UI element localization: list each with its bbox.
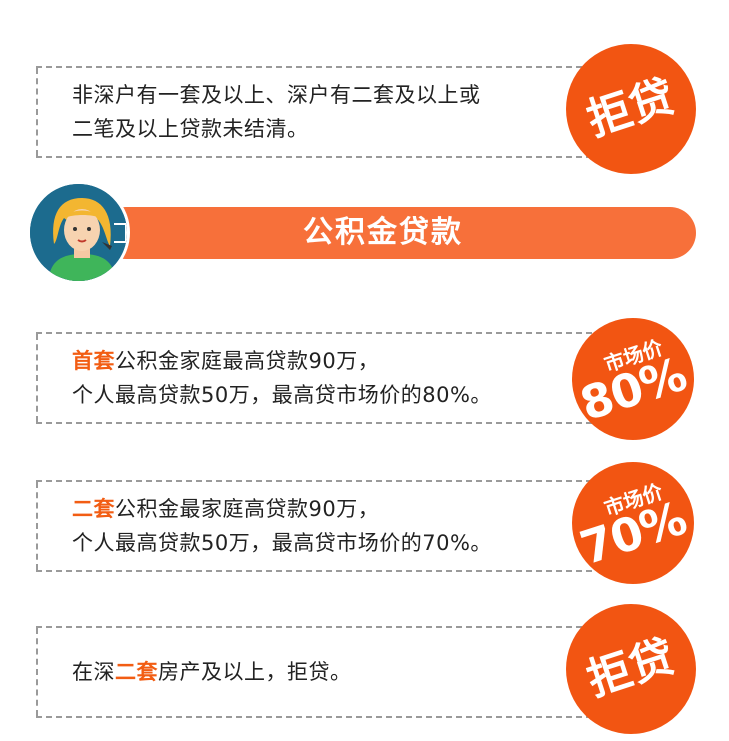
highlight-text: 二套 <box>72 497 115 521</box>
panel-text: 二套公积金最家庭高贷款90万， 个人最高贷款50万，最高贷市场价的70%。 <box>72 492 552 560</box>
panel-line: 个人最高贷款50万，最高贷市场价的80%。 <box>72 383 492 407</box>
reject-badge: 拒贷 <box>566 604 696 734</box>
info-panel-first-home: 首套公积金家庭最高贷款90万， 个人最高贷款50万，最高贷市场价的80%。 <box>36 332 592 424</box>
panel-line-prefix: 在深 <box>72 660 115 684</box>
panel-text: 非深户有一套及以上、深户有二套及以上或 二笔及以上贷款未结清。 <box>72 78 552 146</box>
info-panel-rejection-2: 在深二套房产及以上，拒贷。 <box>36 626 592 718</box>
info-panel-second-home: 二套公积金最家庭高贷款90万， 个人最高贷款50万，最高贷市场价的70%。 <box>36 480 592 572</box>
panel-line: 在深二套房产及以上，拒贷。 <box>72 655 552 689</box>
market-price-badge-70: 市场价 70% <box>572 462 694 584</box>
panel-line: 首套公积金家庭最高贷款90万， <box>72 344 552 378</box>
section-banner: 公积金贷款 <box>100 207 696 259</box>
panel-line-suffix: 房产及以上，拒贷。 <box>158 660 352 684</box>
panel-line: 二笔及以上贷款未结清。 <box>72 117 309 141</box>
market-price-badge-80: 市场价 80% <box>572 318 694 440</box>
panel-line: 个人最高贷款50万，最高贷市场价的70%。 <box>72 531 492 555</box>
panel-text: 在深二套房产及以上，拒贷。 <box>72 655 552 689</box>
reject-badge: 拒贷 <box>566 44 696 174</box>
panel-text: 首套公积金家庭最高贷款90万， 个人最高贷款50万，最高贷市场价的80%。 <box>72 344 552 412</box>
info-panel-rejection-1: 非深户有一套及以上、深户有二套及以上或 二笔及以上贷款未结清。 <box>36 66 592 158</box>
woman-avatar-icon <box>27 181 130 284</box>
panel-line: 二套公积金最家庭高贷款90万， <box>72 492 552 526</box>
highlight-text: 首套 <box>72 349 115 373</box>
highlight-text: 二套 <box>115 660 158 684</box>
panel-line-rest: 公积金家庭最高贷款90万， <box>115 349 380 373</box>
badge-label: 拒贷 <box>581 70 681 147</box>
panel-line: 非深户有一套及以上、深户有二套及以上或 <box>72 83 481 107</box>
badge-label: 拒贷 <box>581 630 681 707</box>
banner-title: 公积金贷款 <box>303 215 463 250</box>
panel-line-rest: 公积金最家庭高贷款90万， <box>115 497 380 521</box>
